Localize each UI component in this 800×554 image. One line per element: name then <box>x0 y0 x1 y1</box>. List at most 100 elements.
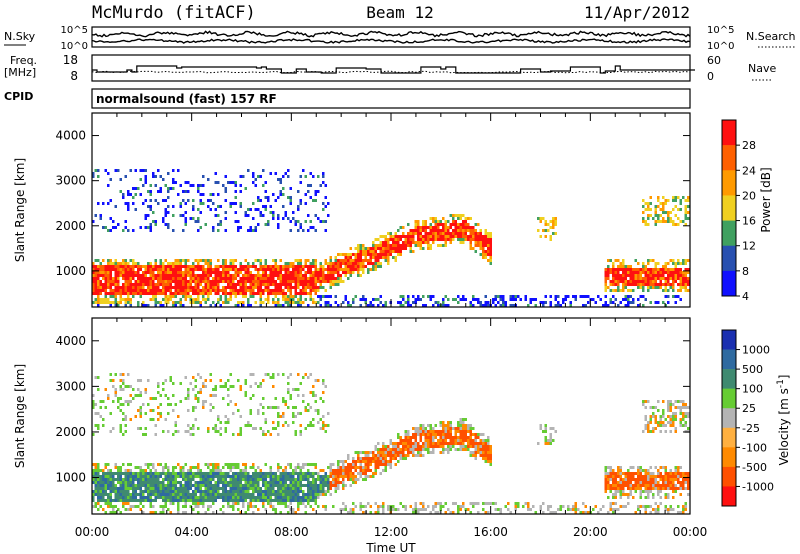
range-gate-cell <box>414 220 417 223</box>
range-gate-cell <box>289 283 292 286</box>
range-gate-cell <box>509 295 512 298</box>
range-gate-cell <box>249 289 252 292</box>
range-gate-cell <box>642 295 645 298</box>
range-gate-cell <box>207 466 210 469</box>
range-gate-cell <box>147 475 150 478</box>
range-gate-cell <box>409 442 412 445</box>
range-gate-cell <box>137 301 140 304</box>
range-gate-cell <box>369 460 372 463</box>
range-gate-cell <box>207 427 210 430</box>
range-gate-cell <box>94 286 97 289</box>
range-gate-cell <box>284 271 287 274</box>
range-gate-cell <box>202 193 205 196</box>
range-gate-cell <box>424 508 427 511</box>
range-gate-cell <box>432 241 435 244</box>
range-gate-cell <box>382 256 385 259</box>
range-gate-cell <box>257 268 260 271</box>
range-gate-cell <box>174 262 177 265</box>
range-gate-cell <box>334 478 337 481</box>
range-gate-cell <box>292 268 295 271</box>
range-gate-cell <box>669 274 672 277</box>
range-gate-cell <box>552 439 555 442</box>
range-gate-cell <box>434 436 437 439</box>
range-gate-cell <box>182 511 185 514</box>
range-gate-cell <box>192 424 195 427</box>
range-gate-cell <box>337 478 340 481</box>
range-gate-cell <box>127 502 130 505</box>
range-gate-cell <box>489 502 492 505</box>
range-gate-cell <box>287 301 290 304</box>
range-gate-cell <box>409 235 412 238</box>
range-gate-cell <box>384 304 387 307</box>
range-gate-cell <box>252 289 255 292</box>
range-gate-cell <box>134 193 137 196</box>
range-gate-cell <box>354 475 357 478</box>
range-gate-cell <box>317 217 320 220</box>
range-gate-cell <box>647 277 650 280</box>
range-gate-cell <box>354 256 357 259</box>
range-gate-cell <box>269 487 272 490</box>
range-gate-cell <box>384 247 387 250</box>
range-gate-cell <box>192 493 195 496</box>
range-gate-cell <box>177 487 180 490</box>
range-gate-cell <box>267 481 270 484</box>
range-gate-cell <box>97 388 100 391</box>
range-gate-cell <box>654 205 657 208</box>
range-gate-cell <box>284 472 287 475</box>
range-gate-cell <box>237 499 240 502</box>
range-gate-cell <box>282 283 285 286</box>
range-gate-cell <box>657 283 660 286</box>
range-gate-cell <box>284 469 287 472</box>
range-gate-cell <box>262 406 265 409</box>
range-gate-cell <box>129 487 132 490</box>
range-gate-cell <box>309 292 312 295</box>
range-gate-cell <box>132 271 135 274</box>
range-gate-cell <box>177 475 180 478</box>
range-gate-cell <box>637 298 640 301</box>
range-gate-cell <box>542 304 545 307</box>
range-gate-cell <box>177 289 180 292</box>
range-gate-cell <box>282 268 285 271</box>
range-gate-cell <box>114 472 117 475</box>
range-gate-cell <box>337 253 340 256</box>
range-gate-cell <box>192 271 195 274</box>
range-gate-cell <box>242 268 245 271</box>
range-gate-cell <box>92 268 95 271</box>
range-gate-cell <box>407 454 410 457</box>
range-gate-cell <box>552 217 555 220</box>
range-gate-cell <box>312 298 315 301</box>
range-gate-cell <box>194 301 197 304</box>
range-gate-cell <box>292 415 295 418</box>
range-gate-cell <box>304 505 307 508</box>
range-gate-cell <box>162 178 165 181</box>
range-gate-cell <box>514 298 517 301</box>
range-gate-cell <box>617 268 620 271</box>
range-gate-cell <box>212 427 215 430</box>
range-gate-cell <box>337 265 340 268</box>
range-gate-cell <box>309 274 312 277</box>
range-gate-cell <box>179 262 182 265</box>
range-gate-cell <box>179 496 182 499</box>
range-gate-cell <box>142 169 145 172</box>
range-gate-cell <box>399 454 402 457</box>
range-gate-cell <box>269 481 272 484</box>
range-gate-cell <box>227 280 230 283</box>
range-gate-cell <box>304 193 307 196</box>
range-gate-cell <box>109 412 112 415</box>
range-gate-cell <box>187 388 190 391</box>
range-gate-cell <box>97 376 100 379</box>
range-gate-cell <box>152 277 155 280</box>
range-gate-cell <box>239 184 242 187</box>
range-gate-cell <box>99 274 102 277</box>
range-gate-cell <box>449 448 452 451</box>
range-gate-cell <box>479 451 482 454</box>
range-gate-cell <box>139 427 142 430</box>
range-gate-cell <box>397 442 400 445</box>
range-gate-cell <box>272 427 275 430</box>
range-gate-cell <box>409 232 412 235</box>
range-gate-cell <box>659 208 662 211</box>
range-gate-cell <box>324 262 327 265</box>
range-gate-cell <box>252 202 255 205</box>
range-gate-cell <box>119 427 122 430</box>
range-gate-cell <box>242 286 245 289</box>
